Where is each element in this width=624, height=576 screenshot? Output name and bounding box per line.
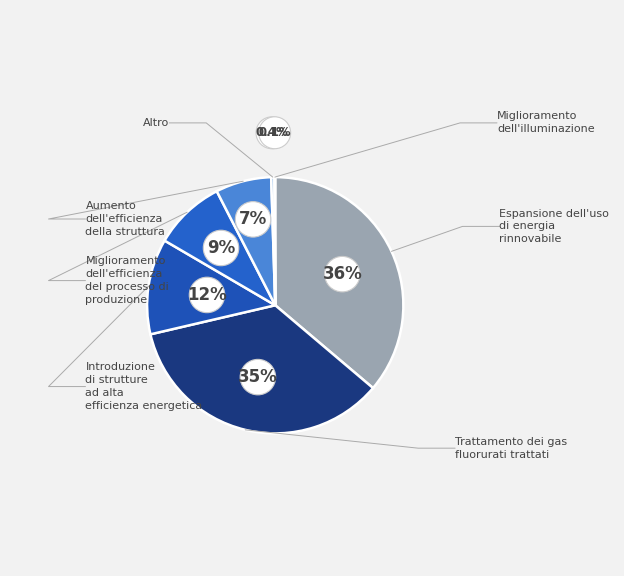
- Text: 12%: 12%: [187, 286, 227, 304]
- Text: Miglioramento
dell'efficienza
del processo di
produzione: Miglioramento dell'efficienza del proces…: [85, 256, 169, 305]
- Circle shape: [240, 359, 276, 395]
- Text: Introduzione
di strutture
ad alta
efficienza energetica: Introduzione di strutture ad alta effici…: [85, 362, 203, 411]
- Text: Miglioramento
dell'illuminazione: Miglioramento dell'illuminazione: [497, 112, 595, 134]
- Text: 7%: 7%: [239, 210, 267, 228]
- Text: Trattamento dei gas
fluorurati trattati: Trattamento dei gas fluorurati trattati: [455, 437, 567, 460]
- Wedge shape: [275, 177, 403, 388]
- Text: Aumento
dell'efficienza
della struttura: Aumento dell'efficienza della struttura: [85, 201, 165, 237]
- Wedge shape: [217, 177, 275, 305]
- Circle shape: [235, 202, 271, 237]
- Text: 9%: 9%: [207, 239, 235, 257]
- Wedge shape: [165, 191, 275, 305]
- Text: 0.4%: 0.4%: [256, 126, 288, 139]
- Circle shape: [256, 117, 288, 149]
- Text: 0.1%: 0.1%: [258, 126, 291, 139]
- Wedge shape: [147, 241, 275, 334]
- Wedge shape: [271, 177, 275, 305]
- Circle shape: [259, 117, 291, 149]
- Circle shape: [189, 277, 225, 313]
- Text: Altro: Altro: [143, 118, 169, 128]
- Circle shape: [324, 256, 360, 292]
- Text: Espansione dell'uso
di energia
rinnovabile: Espansione dell'uso di energia rinnovabi…: [499, 209, 610, 244]
- Circle shape: [203, 230, 239, 266]
- Text: 36%: 36%: [323, 265, 362, 283]
- Wedge shape: [150, 305, 373, 433]
- Text: 35%: 35%: [238, 368, 278, 386]
